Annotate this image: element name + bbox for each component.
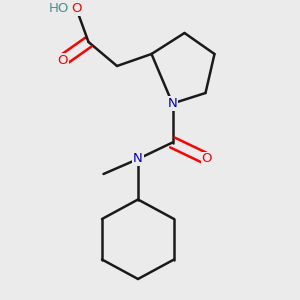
Text: N: N	[168, 97, 177, 110]
Text: N: N	[133, 152, 143, 166]
Text: HO: HO	[49, 2, 69, 16]
Text: O: O	[71, 2, 82, 16]
Text: O: O	[202, 152, 212, 166]
Text: O: O	[58, 53, 68, 67]
Text: O: O	[58, 53, 68, 67]
